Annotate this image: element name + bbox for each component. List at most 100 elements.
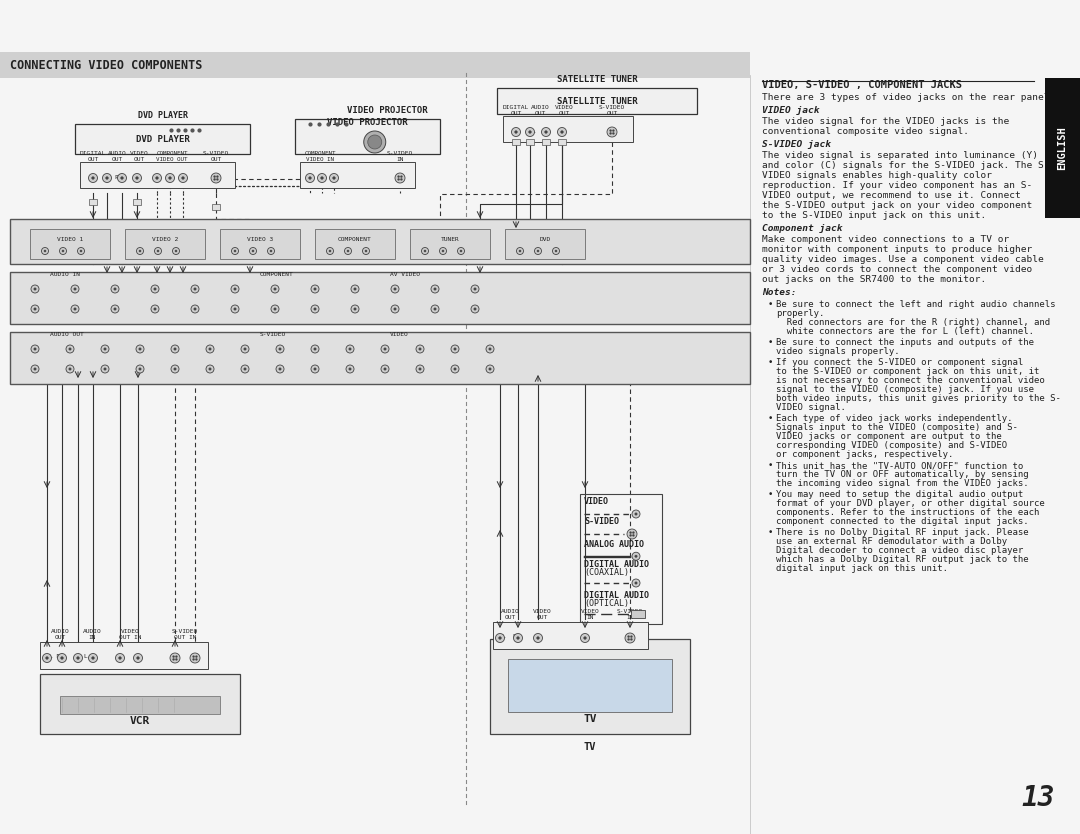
- Circle shape: [216, 175, 218, 178]
- Circle shape: [419, 348, 421, 350]
- Circle shape: [349, 348, 351, 350]
- Text: VIDEO 3: VIDEO 3: [247, 237, 273, 242]
- Text: VIDEO PROJECTOR: VIDEO PROJECTOR: [347, 106, 428, 115]
- Circle shape: [333, 177, 336, 179]
- Circle shape: [31, 285, 39, 293]
- Circle shape: [544, 131, 548, 133]
- Circle shape: [173, 656, 175, 658]
- Text: components. Refer to the instructions of the each: components. Refer to the instructions of…: [777, 508, 1039, 517]
- Text: AUDIO IN: AUDIO IN: [50, 272, 80, 277]
- Circle shape: [519, 250, 521, 252]
- Circle shape: [557, 128, 567, 137]
- Text: AV VIDEO: AV VIDEO: [390, 272, 420, 277]
- Circle shape: [471, 285, 480, 293]
- Bar: [503, 116, 633, 142]
- Circle shape: [440, 248, 446, 254]
- Circle shape: [195, 656, 198, 658]
- Circle shape: [451, 345, 459, 353]
- Text: DIGITAL
OUT: DIGITAL OUT: [80, 151, 106, 162]
- Circle shape: [329, 250, 332, 252]
- Circle shape: [241, 365, 249, 373]
- Circle shape: [460, 250, 462, 252]
- Circle shape: [416, 345, 424, 353]
- Text: AUDIO
IN: AUDIO IN: [83, 629, 102, 640]
- Circle shape: [31, 345, 39, 353]
- Text: Be sure to connect the left and right audio channels: Be sure to connect the left and right au…: [777, 300, 1055, 309]
- Circle shape: [151, 305, 159, 313]
- Circle shape: [181, 177, 185, 179]
- Circle shape: [499, 636, 501, 640]
- Circle shape: [631, 638, 633, 641]
- Text: Component jack: Component jack: [762, 224, 842, 233]
- Circle shape: [268, 248, 274, 254]
- Text: There is no Dolby Digital RF input jack. Please: There is no Dolby Digital RF input jack.…: [777, 528, 1028, 537]
- Circle shape: [174, 368, 176, 370]
- Circle shape: [211, 173, 221, 183]
- Circle shape: [528, 131, 531, 133]
- Circle shape: [321, 177, 323, 179]
- Text: S-VIDEO jack: S-VIDEO jack: [762, 140, 831, 149]
- Text: VCR: VCR: [130, 716, 150, 726]
- Circle shape: [73, 288, 77, 290]
- Circle shape: [349, 368, 351, 370]
- Circle shape: [630, 535, 632, 536]
- Circle shape: [276, 345, 284, 353]
- Text: ANALOG AUDIO: ANALOG AUDIO: [584, 540, 644, 549]
- Text: COMPONENT: COMPONENT: [260, 272, 294, 277]
- Bar: [508, 659, 672, 712]
- Text: Signals input to the VIDEO (composite) and S-: Signals input to the VIDEO (composite) a…: [777, 423, 1017, 432]
- Circle shape: [632, 531, 635, 534]
- Circle shape: [31, 305, 39, 313]
- Circle shape: [71, 285, 79, 293]
- Text: COMPONENT
VIDEO OUT: COMPONENT VIDEO OUT: [157, 151, 188, 162]
- Circle shape: [309, 177, 311, 179]
- Circle shape: [174, 348, 176, 350]
- Bar: [497, 88, 697, 114]
- Circle shape: [534, 634, 542, 642]
- Circle shape: [314, 348, 316, 350]
- Text: VIDEO
OUT: VIDEO OUT: [532, 609, 552, 620]
- Circle shape: [354, 288, 356, 290]
- Text: S-VIDEO: S-VIDEO: [260, 332, 286, 337]
- Circle shape: [270, 250, 272, 252]
- Text: VIDEO PROJECTOR: VIDEO PROJECTOR: [327, 118, 408, 127]
- Text: AUDIO
OUT: AUDIO OUT: [51, 629, 69, 640]
- Circle shape: [279, 348, 281, 350]
- Text: VIDEO output, we recommend to use it. Connect: VIDEO output, we recommend to use it. Co…: [762, 191, 1021, 200]
- Text: TUNER: TUNER: [441, 237, 459, 242]
- Circle shape: [214, 178, 216, 181]
- Bar: [40, 674, 240, 734]
- Circle shape: [77, 656, 79, 660]
- Circle shape: [513, 634, 523, 642]
- Circle shape: [137, 656, 139, 660]
- Circle shape: [474, 288, 476, 290]
- Text: digital input jack on this unit.: digital input jack on this unit.: [777, 564, 948, 573]
- Circle shape: [66, 365, 75, 373]
- Circle shape: [451, 365, 459, 373]
- Circle shape: [136, 177, 138, 179]
- Circle shape: [80, 250, 82, 252]
- Circle shape: [442, 250, 444, 252]
- Circle shape: [171, 365, 179, 373]
- Text: •: •: [768, 338, 773, 347]
- Circle shape: [139, 368, 141, 370]
- Circle shape: [244, 368, 246, 370]
- Bar: [1045, 78, 1080, 218]
- Circle shape: [66, 345, 75, 353]
- Circle shape: [474, 308, 476, 310]
- Circle shape: [346, 365, 354, 373]
- Circle shape: [192, 658, 194, 661]
- Circle shape: [190, 653, 200, 663]
- Text: VIDEO: VIDEO: [390, 332, 408, 337]
- Circle shape: [368, 135, 381, 149]
- Circle shape: [354, 308, 356, 310]
- Circle shape: [136, 345, 144, 353]
- Circle shape: [627, 529, 637, 539]
- Text: S-VIDEO
IN: S-VIDEO IN: [617, 609, 643, 620]
- Circle shape: [102, 365, 109, 373]
- Circle shape: [241, 345, 249, 353]
- Text: •: •: [768, 300, 773, 309]
- Circle shape: [345, 248, 351, 254]
- Circle shape: [607, 127, 617, 137]
- Text: conventional composite video signal.: conventional composite video signal.: [762, 127, 969, 136]
